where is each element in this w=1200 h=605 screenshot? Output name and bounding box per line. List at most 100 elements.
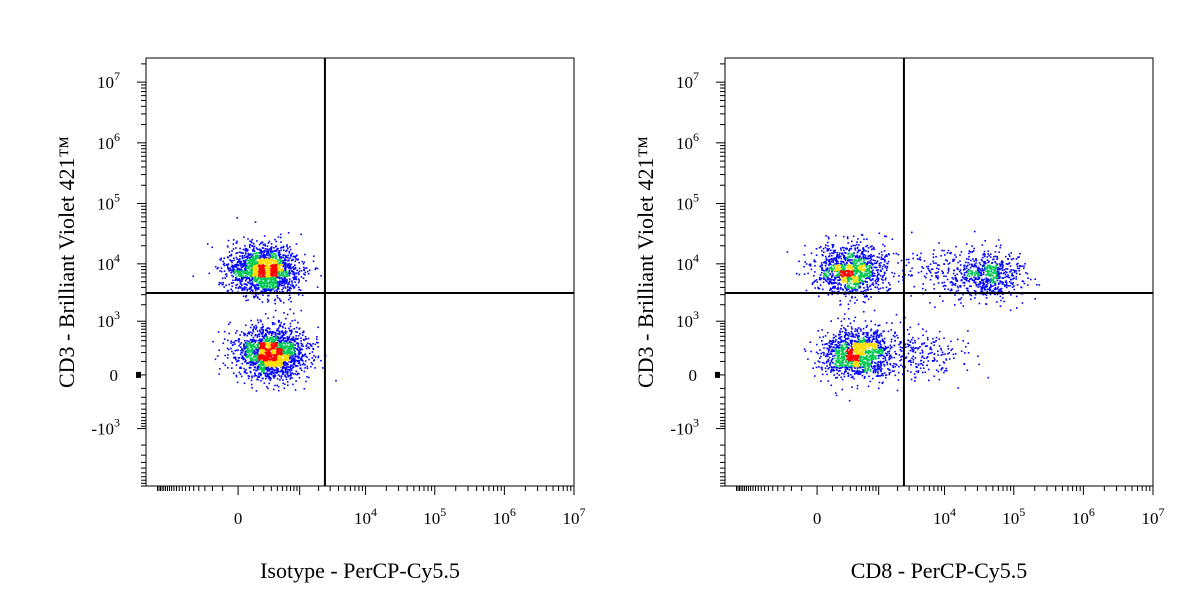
event-point [304,371,306,373]
event-point [992,262,994,264]
event-point [944,362,946,364]
event-point [246,284,248,286]
event-point [257,285,259,287]
event-point [914,347,916,349]
event-point [239,248,241,250]
event-point [254,366,256,368]
event-point [824,363,826,365]
event-point [969,285,971,287]
event-point [284,357,286,359]
event-point [255,340,257,342]
event-point [880,258,882,260]
event-point [278,236,280,238]
event-point [263,329,265,331]
event-point [259,376,261,378]
event-point [239,372,241,374]
event-point [227,256,229,258]
event-point [233,257,235,259]
event-point [912,342,914,344]
event-point [988,261,990,263]
event-point [860,328,862,330]
event-point [312,348,314,350]
event-point [908,259,910,261]
event-point [845,248,847,250]
event-point [922,288,924,290]
event-point [267,338,269,340]
event-point [854,248,856,250]
event-point [231,286,233,288]
event-point [879,267,881,269]
event-point [262,275,264,277]
event-point [821,369,823,371]
event-point [230,348,232,350]
event-point [250,360,252,362]
event-point [887,364,889,366]
event-point [256,344,258,346]
event-point [249,244,251,246]
event-point [267,273,269,275]
event-point [279,334,281,336]
event-point [262,348,264,350]
event-point [242,258,244,260]
event-point [849,290,851,292]
event-point [297,349,299,351]
event-point [975,291,977,293]
event-point [259,357,261,359]
event-point [273,287,275,289]
event-point [282,280,284,282]
y-tick-label: 106 [97,130,120,153]
event-point [268,252,270,254]
event-point [235,340,237,342]
event-point [317,346,319,348]
event-point [1013,258,1015,260]
event-point [875,286,877,288]
event-point [804,254,806,256]
event-point [266,356,268,358]
event-point [293,343,295,345]
event-point [961,350,963,352]
event-point [293,269,295,271]
event-point [934,341,936,343]
event-point [248,375,250,377]
event-point [247,253,249,255]
event-point [207,243,209,245]
event-point [275,375,277,377]
event-point [274,266,276,268]
event-point [787,251,789,253]
event-point [953,273,955,275]
event-point [223,342,225,344]
event-point [249,350,251,352]
event-point [253,274,255,276]
event-point [257,353,259,355]
event-point [920,363,922,365]
event-point [289,278,291,280]
event-point [857,388,859,390]
event-point [823,354,825,356]
event-point [274,343,276,345]
event-point [257,377,259,379]
event-point [279,280,281,282]
event-point [248,341,250,343]
event-point [301,370,303,372]
event-point [876,282,878,284]
y-zero-marker [136,372,141,378]
event-point [998,251,1000,253]
event-point [262,326,264,328]
event-point [286,275,288,277]
event-point [278,340,280,342]
event-point [1017,263,1019,265]
event-point [291,342,293,344]
event-point [966,266,968,268]
event-point [959,255,961,257]
event-point [298,347,300,349]
event-point [937,275,939,277]
event-point [828,361,830,363]
event-point [231,260,233,262]
event-point [867,284,869,286]
event-point [246,363,248,365]
event-point [244,269,246,271]
event-point [299,268,301,270]
event-point [882,331,884,333]
event-point [916,254,918,256]
event-point [299,328,301,330]
